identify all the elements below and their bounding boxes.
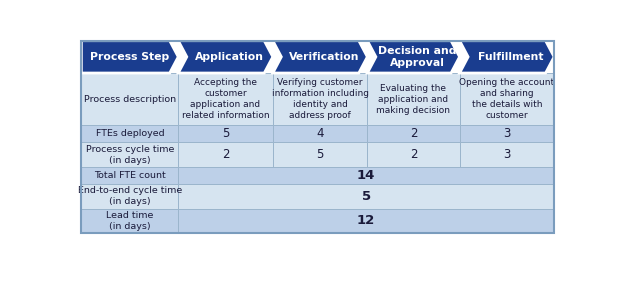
Text: Verifying customer
information including
identity and
address proof: Verifying customer information including… <box>272 78 368 120</box>
Text: Opening the account
and sharing
the details with
customer: Opening the account and sharing the deta… <box>459 78 554 120</box>
Bar <box>81 142 179 167</box>
Text: Verification: Verification <box>289 52 360 62</box>
Text: 5: 5 <box>361 190 371 203</box>
Bar <box>179 73 273 125</box>
Text: 3: 3 <box>503 127 510 140</box>
Text: Fulfillment: Fulfillment <box>479 52 544 62</box>
Text: 2: 2 <box>410 148 417 161</box>
Text: Evaluating the
application and
making decision: Evaluating the application and making de… <box>376 84 451 115</box>
Bar <box>179 208 554 233</box>
Text: End-to-end cycle time
(in days): End-to-end cycle time (in days) <box>78 186 182 206</box>
Polygon shape <box>459 41 554 73</box>
Bar <box>81 184 179 208</box>
Text: Lead time
(in days): Lead time (in days) <box>106 211 154 231</box>
Text: 2: 2 <box>410 127 417 140</box>
Bar <box>459 142 554 167</box>
Text: Accepting the
customer
application and
related information: Accepting the customer application and r… <box>182 78 269 120</box>
Text: Process Step: Process Step <box>90 52 169 62</box>
Bar <box>179 167 554 184</box>
Bar <box>273 73 367 125</box>
Text: 14: 14 <box>357 169 375 182</box>
Bar <box>81 41 554 233</box>
Text: 5: 5 <box>316 148 324 161</box>
Bar <box>81 208 179 233</box>
Bar <box>367 73 459 125</box>
Text: 2: 2 <box>222 148 229 161</box>
Bar <box>367 142 459 167</box>
Text: 5: 5 <box>222 127 229 140</box>
Text: FTEs deployed: FTEs deployed <box>95 129 164 138</box>
Polygon shape <box>367 41 459 73</box>
Text: 3: 3 <box>503 148 510 161</box>
Polygon shape <box>81 41 179 73</box>
Bar <box>81 73 179 125</box>
Bar <box>179 184 554 208</box>
Bar <box>367 125 459 142</box>
Bar <box>179 142 273 167</box>
Bar <box>179 125 273 142</box>
Polygon shape <box>273 41 367 73</box>
Bar <box>81 167 179 184</box>
Text: 12: 12 <box>357 214 375 227</box>
Bar <box>273 125 367 142</box>
Text: Application: Application <box>195 52 264 62</box>
Bar <box>459 125 554 142</box>
Bar <box>81 125 179 142</box>
Bar <box>273 142 367 167</box>
Bar <box>459 73 554 125</box>
Text: Process cycle time
(in days): Process cycle time (in days) <box>86 145 174 165</box>
Text: Decision and
Approval: Decision and Approval <box>378 46 457 68</box>
Polygon shape <box>179 41 273 73</box>
Text: Process description: Process description <box>84 95 176 104</box>
Text: 4: 4 <box>316 127 324 140</box>
Text: Total FTE count: Total FTE count <box>94 171 166 180</box>
